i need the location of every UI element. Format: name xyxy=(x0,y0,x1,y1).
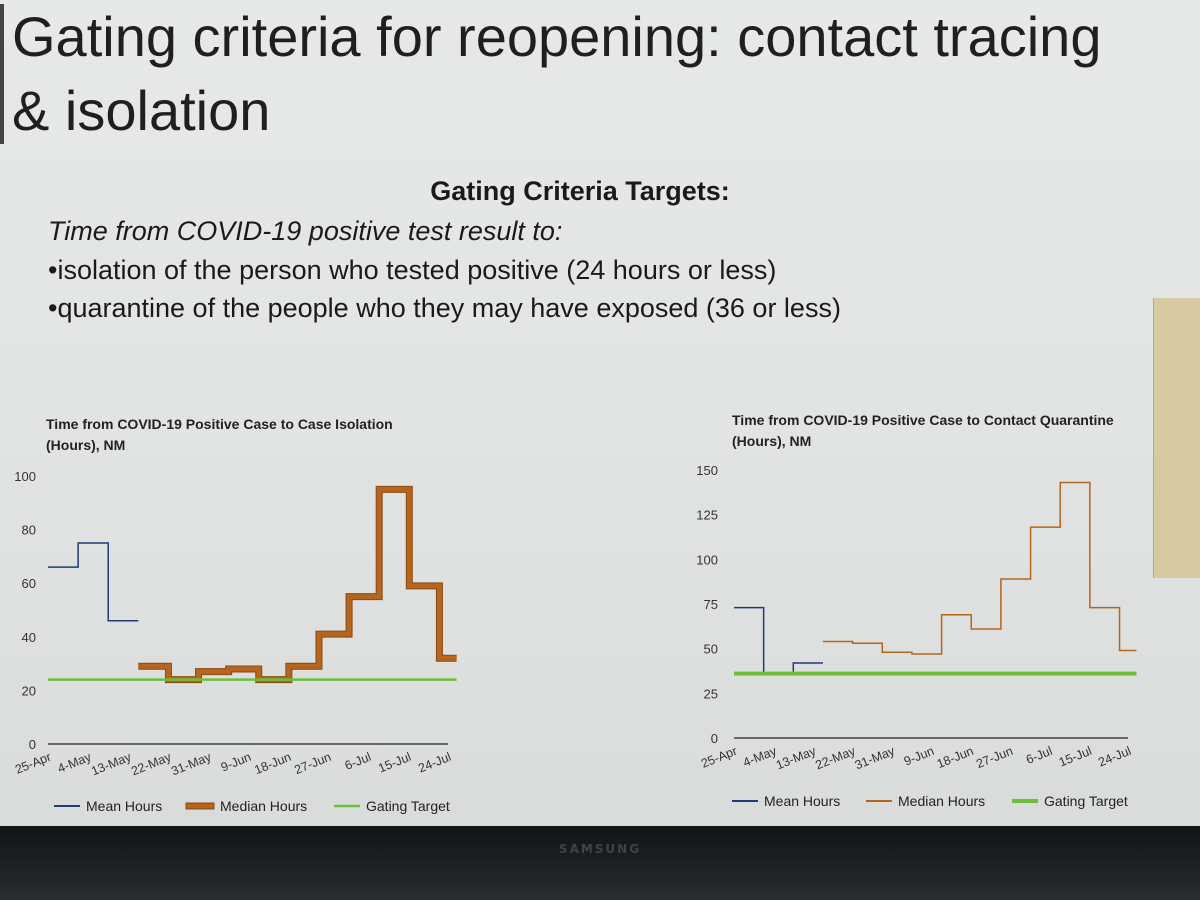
chart-isolation-title-line-1: Time from COVID-19 Positive Case to Case… xyxy=(46,416,393,432)
y-tick-label: 60 xyxy=(22,576,36,591)
y-tick-label: 150 xyxy=(696,463,718,478)
x-tick-label: 6-Jul xyxy=(343,750,373,773)
x-tick-label: 25-Apr xyxy=(699,744,739,771)
x-tick-label: 24-Jul xyxy=(416,750,453,776)
y-tick-label: 100 xyxy=(14,469,36,484)
legend-gating-target-label: Gating Target xyxy=(366,798,450,814)
x-tick-label: 25-Apr xyxy=(13,750,53,777)
series-median-hours-line xyxy=(822,481,1137,655)
chart-isolation-title-line-2: (Hours), NM xyxy=(46,437,126,453)
y-tick-label: 40 xyxy=(22,630,36,645)
monitor-brand-logo: SAMSUNG xyxy=(558,842,642,856)
x-tick-label: 27-Jun xyxy=(974,744,1015,771)
y-tick-label: 0 xyxy=(29,737,36,752)
series-median-hours-line xyxy=(138,486,457,683)
presentation-slide: Gating criteria for reopening: contact t… xyxy=(0,0,1200,826)
y-tick-label: 50 xyxy=(704,642,718,657)
chart-case-isolation: 0 20 40 60 80 100 25-Apr 4-May13-May22-May31-Ma… xyxy=(13,469,457,814)
bullet-quarantine: •quarantine of the people who they may h… xyxy=(48,293,841,323)
x-tick-label: 9-Jun xyxy=(902,744,936,769)
series-mean-hours-line xyxy=(734,606,823,675)
monitor-bezel: SAMSUNG xyxy=(0,826,1200,900)
x-tick-label: 18-Jun xyxy=(252,750,293,777)
chart-quarantine-title-line-1: Time from COVID-19 Positive Case to Cont… xyxy=(732,412,1114,428)
x-tick-label: 27-Jun xyxy=(292,750,333,777)
legend-median-hours-swatch xyxy=(185,802,215,810)
legend-gating-target-label: Gating Target xyxy=(1044,793,1128,809)
x-tick-label: 31-May xyxy=(169,750,214,779)
x-tick-label: 15-Jul xyxy=(1057,744,1094,770)
legend-mean-hours-label: Mean Hours xyxy=(86,798,162,814)
series-mean-hours-line xyxy=(48,542,139,622)
chart-quarantine-title-line-2: (Hours), NM xyxy=(732,433,812,449)
chart-quarantine-title: Time from COVID-19 Positive Case to Cont… xyxy=(732,410,1114,452)
x-tick-label: 18-Jun xyxy=(935,744,976,771)
bullet-isolation: •isolation of the person who tested posi… xyxy=(48,255,777,285)
title-accent-bar xyxy=(0,4,4,144)
gating-subheading: Time from COVID-19 positive test result … xyxy=(48,216,563,246)
side-panel xyxy=(1153,298,1200,578)
x-tick-label: 13-May xyxy=(774,744,819,773)
x-tick-label: 4-May xyxy=(56,750,94,776)
y-tick-label: 125 xyxy=(696,508,718,523)
x-tick-label: 9-Jun xyxy=(219,750,253,775)
y-tick-label: 0 xyxy=(711,731,718,746)
y-tick-label: 75 xyxy=(704,597,718,612)
y-tick-label: 25 xyxy=(704,686,718,701)
legend-median-hours-label: Median Hours xyxy=(898,793,985,809)
x-tick-label: 4-May xyxy=(741,744,779,770)
chart-contact-quarantine: 0 25 50 75 100 125 150 25-Apr 4-May13-May22-May3… xyxy=(696,463,1137,809)
x-tick-label: 31-May xyxy=(853,744,898,773)
y-tick-label: 100 xyxy=(696,552,718,567)
x-tick-label: 13-May xyxy=(89,750,134,779)
x-tick-label: 22-May xyxy=(813,744,858,773)
legend-mean-hours-label: Mean Hours xyxy=(764,793,840,809)
x-tick-label: 15-Jul xyxy=(376,750,413,776)
gating-targets-heading: Gating Criteria Targets: xyxy=(430,176,730,206)
x-tick-label: 6-Jul xyxy=(1024,744,1054,767)
chart-isolation-title: Time from COVID-19 Positive Case to Case… xyxy=(46,414,393,456)
y-tick-label: 20 xyxy=(22,683,36,698)
y-tick-label: 80 xyxy=(22,523,36,538)
legend-median-hours-label: Median Hours xyxy=(220,798,307,814)
slide-title: Gating criteria for reopening: contact t… xyxy=(12,5,1102,142)
x-tick-label: 22-May xyxy=(129,750,174,779)
x-tick-label: 24-Jul xyxy=(1096,744,1133,770)
